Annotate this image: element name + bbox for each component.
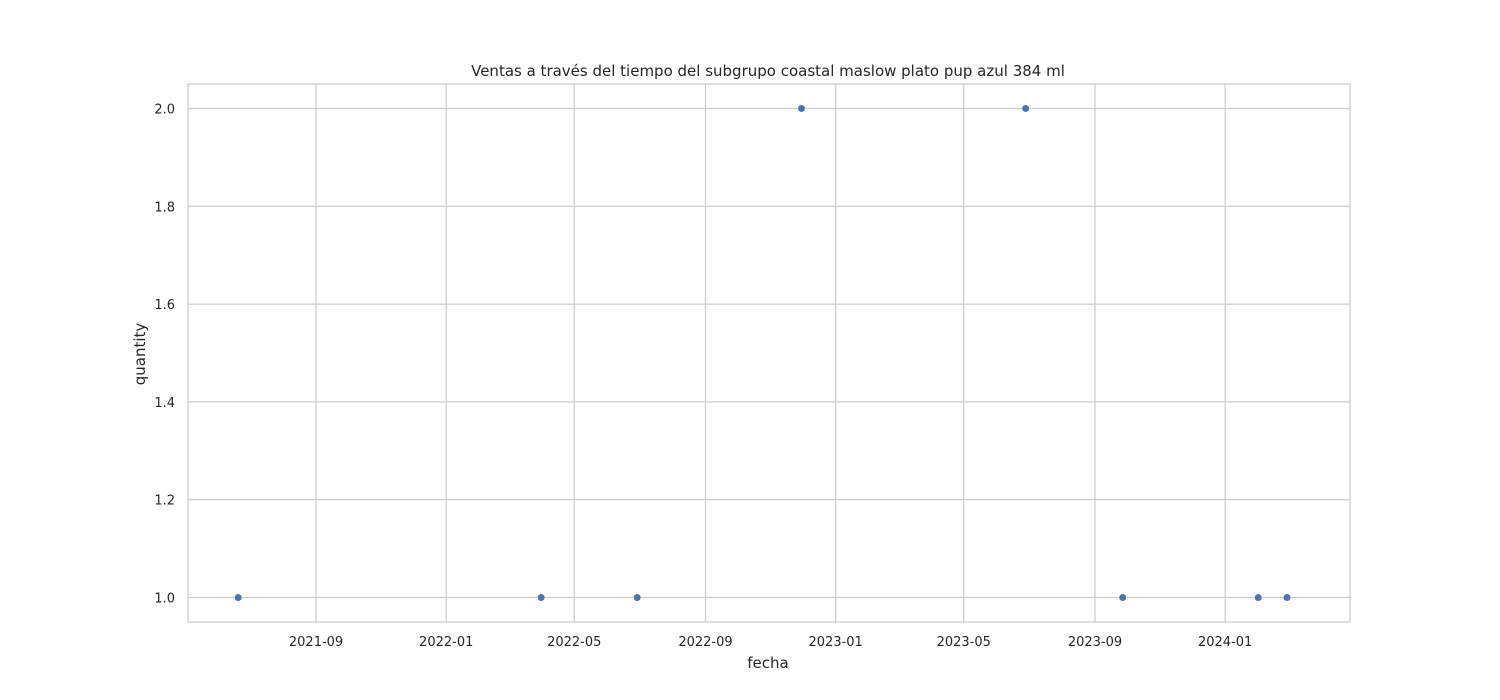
chart-title: Ventas a través del tiempo del subgrupo …: [471, 62, 1065, 80]
y-tick-label: 1.0: [154, 592, 175, 607]
data-point: [537, 593, 546, 602]
x-axis-label: fecha: [747, 654, 788, 672]
data-points: [234, 104, 1292, 602]
data-point: [1282, 593, 1292, 602]
data-point: [1118, 593, 1127, 602]
x-tick-label: 2022-05: [547, 635, 601, 650]
x-tick-label: 2023-09: [1068, 635, 1122, 650]
x-tick-label: 2022-01: [419, 635, 473, 650]
data-point: [1254, 593, 1263, 602]
data-point: [633, 593, 642, 602]
plot-frame: [187, 83, 1351, 623]
data-point: [234, 593, 243, 602]
data-point: [1021, 104, 1030, 113]
x-tick-label: 2022-09: [678, 635, 732, 650]
x-tick-label: 2021-09: [289, 635, 343, 650]
y-tick-label: 1.4: [154, 396, 175, 411]
y-tick-label: 1.2: [154, 494, 175, 509]
data-point: [797, 104, 806, 113]
y-axis-label: quantity: [131, 323, 149, 386]
x-tick-label: 2023-01: [809, 635, 863, 650]
tick-labels: 2021-09 2022-01 2022-05 2022-09 2023-01 2023-…: [154, 102, 1252, 650]
x-tick-label: 2023-05: [937, 635, 991, 650]
y-tick-label: 1.6: [154, 298, 175, 313]
grid-lines: [188, 84, 1350, 622]
x-tick-label: 2024-01: [1198, 635, 1252, 650]
y-tick-label: 1.8: [154, 200, 175, 215]
y-tick-label: 2.0: [154, 102, 175, 117]
